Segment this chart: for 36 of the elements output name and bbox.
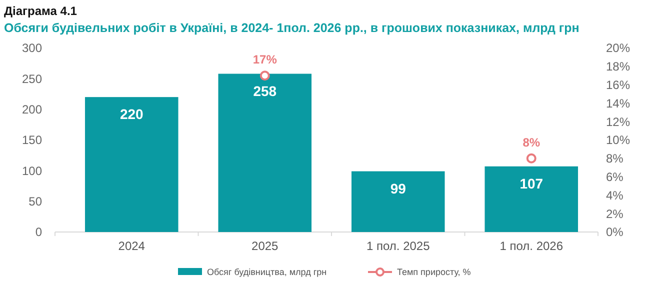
- y-tick-label: 200: [22, 102, 42, 117]
- y-tick-label: 100: [22, 164, 42, 178]
- y2-tick-label: 12%: [606, 114, 630, 129]
- data-label: 220: [120, 106, 144, 122]
- bar: [351, 171, 445, 232]
- data-label: 258: [253, 82, 277, 99]
- y-tick-label: 50: [28, 194, 42, 209]
- y2-tick-label: 16%: [606, 78, 630, 92]
- chart-subtitle: Обсяги будівельних робіт в Україні, в 2024- 1пол. 2026 рр., в грошових показниках, млрд грн: [4, 21, 580, 35]
- bar: [218, 74, 312, 232]
- y2-tick-label: 4%: [606, 188, 624, 202]
- y2-tick-label: 0%: [606, 225, 624, 240]
- y-tick-label: 0: [35, 225, 42, 240]
- y-tick-label: 300: [22, 41, 42, 56]
- x-tick-label: 1 пол. 2025: [366, 239, 430, 253]
- data-label: 99: [390, 180, 406, 196]
- bar: [84, 97, 178, 232]
- y-tick-label: 250: [22, 72, 42, 86]
- y2-tick-label: 20%: [606, 41, 630, 56]
- y2-tick-label: 8%: [606, 152, 624, 166]
- bar: [484, 166, 578, 232]
- x-tick-label: 2025: [252, 239, 279, 253]
- data-label: 17%: [252, 52, 278, 67]
- y2-tick-label: 18%: [606, 60, 630, 74]
- chart-title: Діаграма 4.1: [4, 4, 78, 18]
- y2-tick-label: 10%: [606, 133, 630, 148]
- legend-label: Обсяг будівництва, млрд грн: [207, 267, 327, 278]
- y2-tick-label: 6%: [606, 170, 624, 184]
- y-tick-label: 150: [22, 133, 42, 148]
- y2-tick-label: 2%: [606, 206, 624, 221]
- data-label: 107: [520, 175, 544, 192]
- x-tick-label: 1 пол. 2026: [500, 239, 564, 253]
- data-label: 8%: [522, 135, 540, 150]
- y2-tick-label: 14%: [606, 96, 630, 110]
- legend-label: Темп приросту, %: [397, 267, 471, 278]
- x-tick-label: 2024: [118, 239, 146, 253]
